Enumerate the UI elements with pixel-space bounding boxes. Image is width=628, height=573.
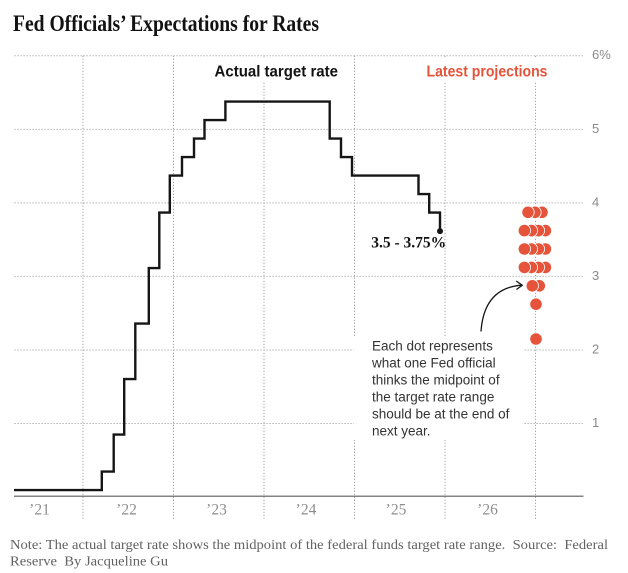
svg-text:Latest projections: Latest projections	[427, 64, 548, 81]
svg-text:’25: ’25	[386, 502, 407, 519]
svg-text:thinks the midpoint of: thinks the midpoint of	[372, 373, 500, 388]
svg-text:Reserve By Jacqueline Gu: Reserve By Jacqueline Gu	[10, 554, 168, 569]
svg-text:’24: ’24	[296, 502, 317, 519]
svg-text:the target rate range: the target rate range	[372, 390, 494, 405]
svg-text:Fed Officials’ Expectations fo: Fed Officials’ Expectations for Rates	[13, 11, 319, 36]
svg-text:6%: 6%	[592, 47, 611, 62]
svg-text:’22: ’22	[116, 502, 137, 519]
svg-text:1: 1	[592, 415, 599, 430]
svg-text:should be at the end of: should be at the end of	[372, 407, 510, 422]
svg-text:2: 2	[592, 341, 599, 356]
svg-text:Note: The actual target rate s: Note: The actual target rate shows the m…	[10, 538, 608, 553]
svg-text:3.5 - 3.75%: 3.5 - 3.75%	[371, 235, 446, 252]
svg-text:’26: ’26	[477, 502, 498, 519]
svg-text:Each dot represents: Each dot represents	[372, 339, 493, 354]
svg-text:next year.: next year.	[372, 423, 431, 438]
svg-text:’21: ’21	[29, 502, 50, 519]
svg-text:what one Fed official: what one Fed official	[371, 356, 496, 371]
svg-text:5: 5	[592, 121, 599, 136]
svg-text:3: 3	[592, 268, 599, 283]
svg-text:Actual target rate: Actual target rate	[215, 64, 339, 81]
svg-text:4: 4	[592, 194, 599, 209]
svg-text:’23: ’23	[206, 502, 227, 519]
